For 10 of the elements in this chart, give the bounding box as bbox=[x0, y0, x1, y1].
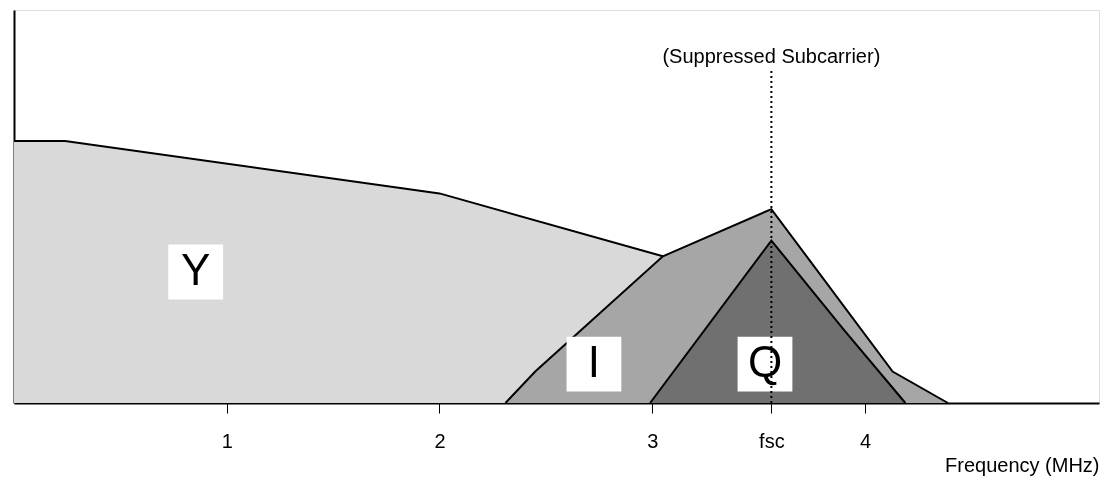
x-axis-title: Frequency (MHz) bbox=[945, 453, 1100, 476]
x-tick-label: fsc bbox=[759, 429, 785, 452]
x-tick-label: 3 bbox=[647, 429, 659, 452]
x-tick-label: 4 bbox=[859, 429, 872, 452]
series-label: Y bbox=[181, 245, 211, 294]
series-label: Q bbox=[747, 337, 783, 387]
series-label: I bbox=[587, 337, 601, 387]
x-tick-label: 2 bbox=[434, 429, 446, 452]
x-tick-label: 1 bbox=[221, 429, 233, 452]
ref-line-label: (Suppressed Subcarrier) bbox=[662, 44, 881, 67]
